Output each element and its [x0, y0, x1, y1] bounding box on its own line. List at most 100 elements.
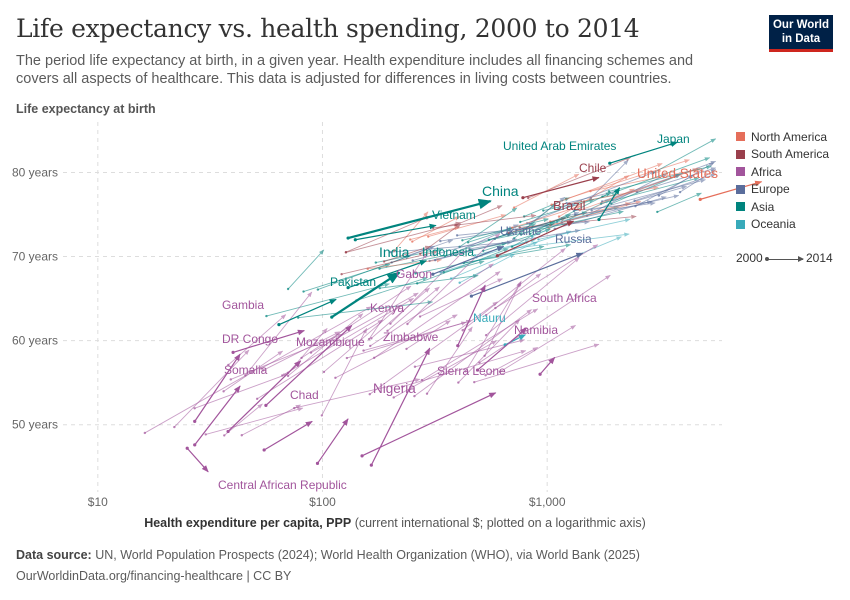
trajectory-start-point: [449, 253, 453, 256]
trajectory-start-point: [411, 259, 414, 262]
legend-label: Africa: [751, 164, 782, 179]
trajectory-start-point: [578, 208, 581, 212]
country-start-point-central-african-republic: [185, 446, 189, 450]
country-trajectory-russia: [471, 252, 584, 297]
trajectory-line: [402, 349, 527, 388]
trajectory-start-point: [478, 361, 481, 364]
trajectory-line: [550, 200, 642, 226]
trajectory-line: [529, 191, 612, 235]
country-label-dr-congo: DR Congo: [222, 332, 278, 346]
trajectory-line: [266, 283, 390, 317]
trajectory-line: [558, 175, 630, 218]
y-tick-label: 60 years: [12, 334, 58, 348]
trajectory-line: [345, 221, 462, 253]
country-start-point-zimbabwe: [369, 463, 373, 467]
country-label-gabon: Gabon: [396, 267, 432, 281]
trajectory-line: [457, 319, 521, 383]
trajectory-start-point: [443, 255, 446, 258]
trajectory-start-point: [193, 407, 196, 410]
legend-item-africa[interactable]: Africa: [736, 163, 846, 181]
trajectory-start-point: [542, 209, 545, 212]
trajectory-start-point: [418, 252, 422, 256]
trajectory-line: [520, 221, 556, 236]
trajectory-line: [462, 218, 549, 241]
trajectory-start-point: [425, 392, 429, 395]
legend: North America South America Africa Europe As…: [736, 128, 846, 233]
legend-item-south-america[interactable]: South America: [736, 146, 846, 164]
trajectory-start-point: [433, 258, 437, 262]
trajectory-line: [474, 343, 600, 383]
legend-label: South America: [751, 147, 830, 162]
trajectory-start-point: [392, 396, 395, 399]
trajectory-line: [367, 258, 443, 270]
trajectory-line: [174, 349, 250, 428]
trajectory-line: [657, 192, 702, 213]
trajectory-line: [260, 306, 372, 369]
trajectory-start-point: [386, 329, 389, 333]
country-label-chile: Chile: [579, 161, 607, 175]
trajectory-start-point: [378, 286, 381, 290]
trajectory-start-point: [281, 374, 284, 377]
trajectory-start-point: [557, 215, 561, 218]
trajectory-line: [256, 319, 384, 400]
country-label-sierra-leone: Sierra Leone: [437, 364, 506, 378]
trajectory-start-point: [173, 425, 176, 429]
trajectory-start-point: [296, 316, 300, 319]
legend-arrow-icon: [765, 256, 804, 262]
trajectory-start-point: [633, 199, 636, 202]
trajectory-start-point: [464, 370, 467, 373]
trajectory-line: [538, 218, 631, 240]
country-start-point-gabon: [456, 344, 460, 348]
trajectory-line: [301, 285, 412, 359]
footer-url[interactable]: OurWorldinData.org/financing-healthcare …: [16, 569, 292, 583]
trajectory-line: [636, 167, 717, 193]
legend-start-year: 2000: [736, 251, 763, 265]
trajectory-start-point: [389, 322, 392, 325]
legend-item-oceania[interactable]: Oceania: [736, 216, 846, 234]
trajectory-start-point: [222, 390, 225, 393]
country-start-point-chad: [262, 448, 266, 452]
trajectory-start-point: [382, 260, 386, 263]
country-start-point-vietnam: [353, 238, 357, 242]
country-label-united-arab-emirates: United Arab Emirates: [503, 139, 616, 153]
country-trajectory-chile: [522, 176, 600, 199]
trajectory-start-point: [427, 235, 430, 238]
country-trajectory-chad: [263, 420, 313, 451]
legend-swatch: [736, 184, 745, 194]
legend-item-north-america[interactable]: North America: [736, 128, 846, 146]
country-trajectory-dr-congo: [194, 353, 241, 422]
trajectory-line: [434, 238, 518, 261]
trajectory-start-point: [607, 190, 611, 193]
trajectory-start-point: [302, 290, 305, 293]
trajectory-start-point: [484, 313, 488, 317]
trajectory-line: [321, 327, 368, 416]
country-label-central-african-republic: Central African Republic: [218, 478, 347, 492]
trajectory-start-point: [368, 393, 371, 396]
legend-label: Europe: [751, 182, 790, 197]
country-trajectory-kenya: [265, 325, 353, 406]
trajectory-line: [244, 291, 313, 376]
trajectory-start-point: [498, 370, 502, 374]
country-start-point-japan: [608, 161, 612, 165]
owid-logo[interactable]: Our World in Data: [769, 15, 833, 52]
legend-item-asia[interactable]: Asia: [736, 198, 846, 216]
trajectory-start-point: [334, 376, 337, 380]
trajectory-line: [387, 286, 440, 332]
trajectory-start-point: [240, 434, 243, 437]
trajectory-start-point: [413, 365, 417, 368]
country-trajectory-united-states: [700, 180, 763, 200]
country-trajectory-vietnam: [355, 223, 437, 241]
country-trajectory-mozambique: [227, 360, 302, 432]
trajectory-start-point: [634, 205, 637, 208]
trajectory-start-point: [519, 233, 523, 236]
legend-swatch: [736, 202, 745, 212]
country-start-point-namibia: [475, 368, 480, 372]
trajectory-start-point: [414, 272, 417, 275]
x-tick-label: $1,000: [529, 495, 566, 509]
trajectory-start-point: [483, 354, 486, 358]
trajectory-start-point: [573, 213, 577, 216]
country-label-indonesia: Indonesia: [422, 245, 474, 259]
legend-item-europe[interactable]: Europe: [736, 181, 846, 199]
trajectory-line: [371, 287, 430, 339]
trajectory-line: [287, 249, 325, 290]
